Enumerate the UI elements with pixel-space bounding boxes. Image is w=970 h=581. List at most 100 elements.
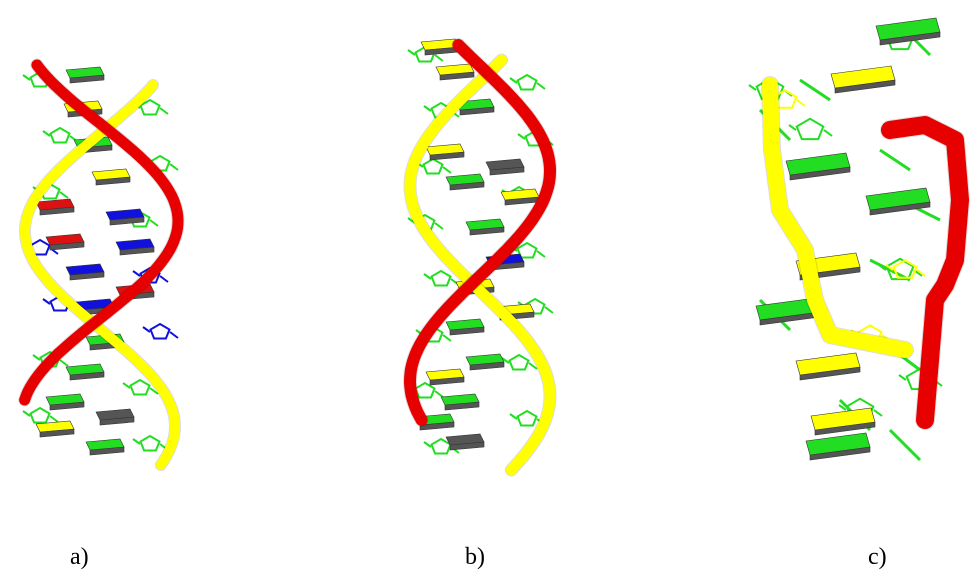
base-slab xyxy=(115,238,155,256)
base-slab-face xyxy=(45,393,85,406)
base-slab-face xyxy=(65,363,105,376)
base-slab-face xyxy=(445,173,485,186)
dna-model-a xyxy=(18,58,185,471)
sugar-ring xyxy=(49,126,71,144)
base-slab xyxy=(425,143,465,161)
base-slab-face xyxy=(440,393,480,406)
base-slab xyxy=(105,208,145,226)
sugar-stick xyxy=(501,357,538,370)
base-slab xyxy=(85,438,125,456)
base-slab xyxy=(65,363,105,381)
sugar-ring xyxy=(524,297,546,315)
base-slab-face xyxy=(795,352,861,376)
base-slab xyxy=(420,38,460,56)
strand-yellow xyxy=(762,77,913,358)
base-slab-face xyxy=(65,263,105,276)
base-slab xyxy=(445,433,485,451)
base-slab-face xyxy=(105,208,145,221)
sugar-stick xyxy=(838,404,883,417)
base-slab xyxy=(805,432,871,461)
base-slab-face xyxy=(810,407,876,431)
sugar-stick xyxy=(42,130,79,143)
base-slab-face xyxy=(425,143,465,156)
sugar-ring xyxy=(885,257,915,281)
base-slab xyxy=(445,318,485,336)
sugar-stick xyxy=(32,354,69,367)
base-slab xyxy=(45,233,85,251)
base-slab xyxy=(485,158,525,176)
sugar-stick xyxy=(788,124,833,137)
base-slab xyxy=(435,63,475,81)
base-slab-face xyxy=(35,420,75,433)
base-slab xyxy=(500,188,540,206)
sugar-ring xyxy=(430,437,452,455)
base-slab xyxy=(95,408,135,426)
base-slab xyxy=(35,420,75,438)
sugar-ring xyxy=(139,434,161,452)
base-slab xyxy=(465,218,505,236)
base-slab-face xyxy=(95,408,135,421)
base-slab-face xyxy=(115,238,155,251)
sugar-ring xyxy=(422,157,444,175)
base-slab-face xyxy=(91,168,131,181)
sugar-stick xyxy=(509,77,546,90)
base-slab-face xyxy=(830,65,896,89)
base-slab-face xyxy=(465,218,505,231)
sugar-stick xyxy=(407,49,444,62)
strand-yellow xyxy=(404,54,556,476)
sugar-ring xyxy=(29,406,51,424)
dna-model-b xyxy=(403,38,557,477)
sugar-ring xyxy=(892,259,918,279)
base-slab-face xyxy=(875,17,941,41)
sugar-ring xyxy=(516,409,538,427)
backbone-stick xyxy=(799,78,831,102)
base-slab-face xyxy=(45,233,85,246)
base-slab xyxy=(875,17,941,46)
base-slab xyxy=(465,353,505,371)
base-slab-face xyxy=(85,438,125,451)
dna-model-c xyxy=(748,17,970,462)
strand-red xyxy=(404,39,556,426)
sugar-ring xyxy=(430,269,452,287)
sugar-ring xyxy=(29,238,51,256)
sugar-ring xyxy=(149,322,171,340)
sugar-ring xyxy=(414,381,436,399)
sugar-stick xyxy=(122,382,159,395)
sugar-ring xyxy=(516,241,538,259)
strand-red xyxy=(19,59,184,406)
base-slab xyxy=(65,263,105,281)
sugar-stick xyxy=(132,270,169,283)
sugar-ring xyxy=(516,73,538,91)
base-slab-face xyxy=(500,188,540,201)
panel-label-a: a) xyxy=(70,544,89,570)
base-slab xyxy=(865,187,931,216)
base-slab xyxy=(795,352,861,381)
sugar-stick xyxy=(132,438,169,451)
strand-yellow xyxy=(20,80,180,470)
panel-label-b: b) xyxy=(465,544,485,570)
backbone-stick xyxy=(869,258,911,282)
sugar-stick xyxy=(142,326,179,339)
base-slab xyxy=(35,198,75,216)
base-slab-face xyxy=(445,318,485,331)
panel-label-c: c) xyxy=(868,544,887,570)
sugar-stick xyxy=(22,410,59,423)
strand-red xyxy=(881,116,969,429)
base-slab-face xyxy=(465,353,505,366)
base-slab-face xyxy=(485,158,525,171)
backbone-stick xyxy=(888,428,922,462)
base-slab-face xyxy=(445,433,485,446)
sugar-ring xyxy=(129,378,151,396)
sugar-ring xyxy=(508,353,530,371)
base-slab xyxy=(830,65,896,94)
base-slab-face xyxy=(425,368,465,381)
sugar-ring xyxy=(139,98,161,116)
backbone-stick xyxy=(879,148,911,172)
base-slab-face xyxy=(420,38,460,51)
base-slab xyxy=(65,66,105,84)
base-slab xyxy=(91,168,131,186)
base-slab xyxy=(785,152,851,181)
base-slab xyxy=(440,393,480,411)
base-slab-face xyxy=(785,152,851,176)
sugar-stick xyxy=(415,161,452,174)
